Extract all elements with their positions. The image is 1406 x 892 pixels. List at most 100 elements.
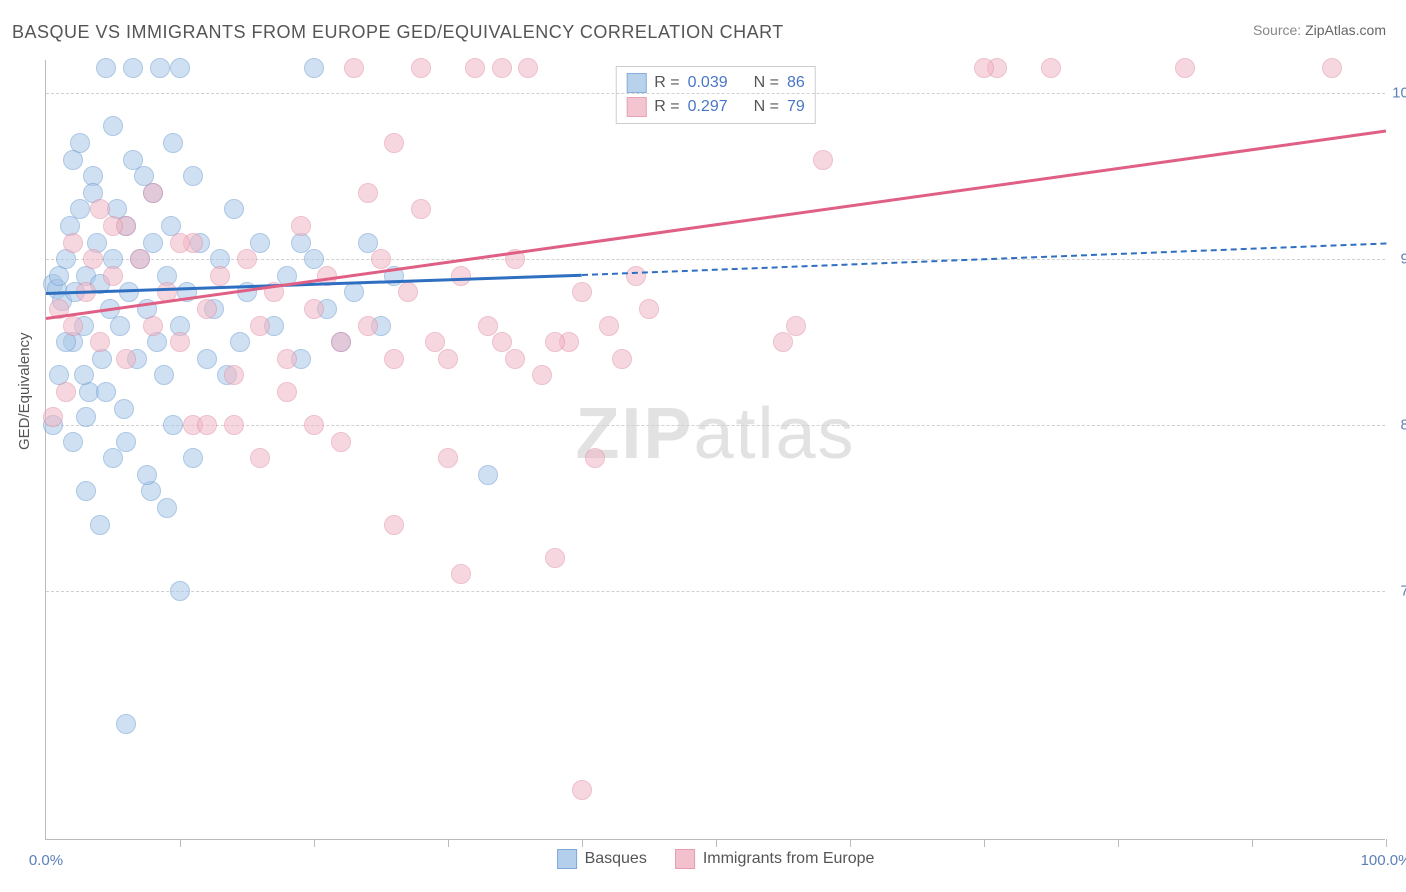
stat-r-label: R =	[654, 98, 679, 116]
legend-swatch-immigrants	[675, 849, 695, 869]
data-point-basques	[163, 133, 183, 153]
data-point-immigrants	[304, 415, 324, 435]
data-point-immigrants	[599, 316, 619, 336]
data-point-immigrants	[786, 316, 806, 336]
ytick-label: 70.0%	[1400, 583, 1406, 600]
data-point-basques	[90, 515, 110, 535]
data-point-immigrants	[572, 282, 592, 302]
data-point-immigrants	[197, 415, 217, 435]
data-point-basques	[74, 365, 94, 385]
stat-r-value: 0.297	[688, 98, 728, 116]
chart-container: BASQUE VS IMMIGRANTS FROM EUROPE GED/EQU…	[0, 0, 1406, 892]
xtick	[448, 839, 449, 847]
data-point-basques	[143, 233, 163, 253]
xtick	[984, 839, 985, 847]
data-point-immigrants	[224, 415, 244, 435]
xtick	[582, 839, 583, 847]
data-point-immigrants	[344, 58, 364, 78]
data-point-immigrants	[103, 216, 123, 236]
data-point-immigrants	[612, 349, 632, 369]
data-point-immigrants	[425, 332, 445, 352]
data-point-immigrants	[813, 150, 833, 170]
data-point-immigrants	[492, 332, 512, 352]
data-point-basques	[137, 465, 157, 485]
data-point-immigrants	[277, 382, 297, 402]
data-point-basques	[116, 432, 136, 452]
stats-box: R =0.039N =86R =0.297N =79	[615, 66, 816, 124]
data-point-immigrants	[90, 199, 110, 219]
legend-label: Basques	[585, 850, 647, 868]
data-point-immigrants	[411, 199, 431, 219]
data-point-immigrants	[1041, 58, 1061, 78]
data-point-basques	[150, 58, 170, 78]
data-point-immigrants	[103, 266, 123, 286]
stat-n-label: N =	[754, 74, 779, 92]
data-point-basques	[96, 382, 116, 402]
data-point-immigrants	[639, 299, 659, 319]
data-point-immigrants	[545, 332, 565, 352]
regression-line	[46, 130, 1386, 321]
xtick	[1252, 839, 1253, 847]
data-point-immigrants	[237, 249, 257, 269]
data-point-immigrants	[384, 515, 404, 535]
source-label: Source:	[1253, 22, 1301, 38]
data-point-immigrants	[465, 58, 485, 78]
data-point-immigrants	[545, 548, 565, 568]
data-point-immigrants	[1175, 58, 1195, 78]
data-point-immigrants	[291, 216, 311, 236]
data-point-immigrants	[451, 266, 471, 286]
xtick	[314, 839, 315, 847]
data-point-immigrants	[304, 299, 324, 319]
data-point-immigrants	[358, 183, 378, 203]
source-value: ZipAtlas.com	[1305, 22, 1386, 38]
data-point-immigrants	[1322, 58, 1342, 78]
data-point-basques	[224, 199, 244, 219]
watermark: ZIPatlas	[575, 393, 855, 475]
data-point-immigrants	[143, 183, 163, 203]
data-point-basques	[197, 349, 217, 369]
data-point-immigrants	[170, 332, 190, 352]
data-point-immigrants	[451, 564, 471, 584]
data-point-immigrants	[626, 266, 646, 286]
data-point-immigrants	[478, 316, 498, 336]
legend-label: Immigrants from Europe	[703, 850, 875, 868]
data-point-immigrants	[83, 249, 103, 269]
bottom-legend: Basques Immigrants from Europe	[557, 849, 875, 869]
watermark-b: atlas	[693, 394, 855, 474]
data-point-immigrants	[210, 266, 230, 286]
xtick-label: 100.0%	[1361, 852, 1406, 869]
data-point-basques	[170, 58, 190, 78]
data-point-immigrants	[130, 249, 150, 269]
data-point-basques	[163, 415, 183, 435]
data-point-basques	[358, 233, 378, 253]
data-point-immigrants	[384, 133, 404, 153]
gridline-h	[46, 591, 1385, 592]
data-point-basques	[183, 448, 203, 468]
data-point-basques	[123, 58, 143, 78]
data-point-immigrants	[56, 382, 76, 402]
xtick	[180, 839, 181, 847]
chart-source: Source: ZipAtlas.com	[1253, 22, 1386, 38]
data-point-basques	[110, 316, 130, 336]
data-point-immigrants	[358, 316, 378, 336]
data-point-basques	[157, 498, 177, 518]
xtick	[1386, 839, 1387, 847]
data-point-basques	[103, 116, 123, 136]
gridline-h	[46, 93, 1385, 94]
data-point-basques	[170, 581, 190, 601]
swatch-basques	[626, 73, 646, 93]
data-point-immigrants	[250, 316, 270, 336]
data-point-basques	[230, 332, 250, 352]
data-point-basques	[96, 58, 116, 78]
ytick-label: 90.0%	[1400, 251, 1406, 268]
chart-title: BASQUE VS IMMIGRANTS FROM EUROPE GED/EQU…	[12, 22, 784, 43]
data-point-immigrants	[585, 448, 605, 468]
ytick-label: 100.0%	[1392, 85, 1406, 102]
xtick-label: 0.0%	[29, 852, 63, 869]
data-point-immigrants	[63, 316, 83, 336]
data-point-immigrants	[411, 58, 431, 78]
data-point-basques	[344, 282, 364, 302]
data-point-immigrants	[492, 58, 512, 78]
data-point-immigrants	[143, 316, 163, 336]
data-point-basques	[114, 399, 134, 419]
